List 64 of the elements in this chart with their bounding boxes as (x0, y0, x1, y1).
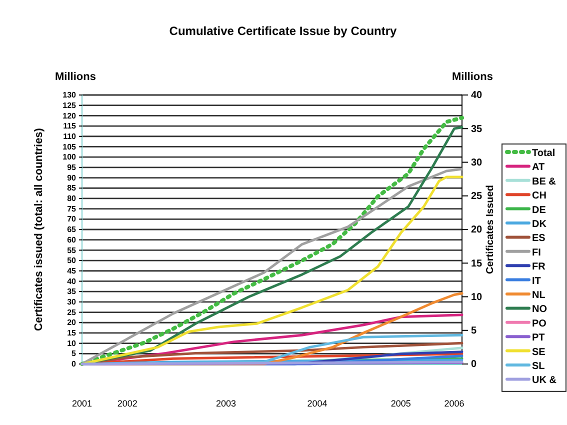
y2-tick-label: 5 (471, 326, 477, 337)
y-tick-label: 55 (67, 246, 77, 255)
y-tick-label: 70 (67, 214, 77, 224)
legend-label: ES (532, 233, 546, 244)
y2-tick-label: 0 (471, 359, 477, 370)
x-tick-label: 2005 (390, 398, 411, 408)
y-tick-label: 125 (62, 100, 77, 110)
x-tick-label: 2002 (117, 398, 138, 408)
text: Millions (452, 71, 493, 83)
y-tick-label: 85 (67, 184, 77, 193)
legend-label: UK & (532, 375, 556, 386)
y-tick-label: 5 (72, 349, 77, 358)
legend-label: DE (532, 204, 546, 216)
y-axis-title: Certificates issued (total: all countries) (33, 128, 45, 331)
legend-label: BE & (532, 176, 556, 188)
chart-title: Cumulative Certificate Issue by Country (169, 24, 398, 38)
y-tick-label: 90 (67, 173, 77, 182)
legend-label: NL (532, 290, 546, 301)
y-tick-label: 100 (62, 152, 77, 162)
y-tick-label: 115 (63, 122, 77, 131)
y2-tick-label: 35 (471, 124, 483, 135)
y-tick-label: 130 (62, 90, 77, 100)
legend-label: CH (532, 190, 546, 202)
x-tick-label: 2001 (72, 398, 92, 408)
x-tick-label: 2003 (216, 398, 236, 408)
y-tick-label: 20 (67, 318, 77, 328)
legend-label: FI (532, 247, 542, 258)
y-tick-label: 60 (67, 235, 77, 244)
y-tick-label: 120 (62, 111, 77, 120)
text: Millions (55, 71, 96, 83)
legend-label: AT (532, 162, 545, 174)
legend-label: SL (532, 361, 545, 372)
y2-tick-label: 30 (471, 157, 483, 168)
y-tick-label: 25 (67, 308, 77, 317)
y-tick-label: 65 (67, 225, 77, 234)
x-tick-label: 2006 (444, 398, 464, 408)
y-tick-label: 40 (67, 276, 77, 286)
y-tick-label: 110 (63, 132, 77, 141)
legend-label: SE (532, 346, 546, 358)
y-tick-label: 50 (67, 256, 77, 266)
y-tick-label: 35 (67, 287, 77, 296)
y-tick-label: 75 (67, 204, 77, 214)
legend-label: IT (532, 276, 541, 287)
legend-label: PO (532, 318, 547, 330)
legend-label: PT (532, 332, 545, 344)
y-tick-label: 15 (67, 328, 77, 338)
y2-tick-label: 40 (471, 90, 483, 102)
y-tick-label: 80 (67, 194, 77, 204)
y2-tick-label: 10 (471, 292, 483, 303)
y2-tick-label: 15 (471, 258, 483, 270)
y2-axis-title: Certificates Issued (485, 185, 496, 274)
x-tick-label: 2004 (307, 398, 328, 408)
y-tick-label: 30 (67, 297, 77, 306)
legend-label: DK (532, 219, 548, 230)
y-tick-label: 10 (67, 338, 77, 348)
legend-label: Total (532, 148, 556, 159)
legend-label: NO (532, 304, 548, 316)
y-tick-label: 95 (67, 162, 77, 172)
y-tick-label: 45 (67, 266, 77, 276)
y2-tick-label: 25 (471, 191, 483, 202)
y-tick-label: 0 (72, 360, 77, 369)
legend-label: FR (532, 262, 546, 273)
y2-tick-label: 20 (471, 224, 483, 236)
y-tick-label: 105 (62, 142, 77, 152)
